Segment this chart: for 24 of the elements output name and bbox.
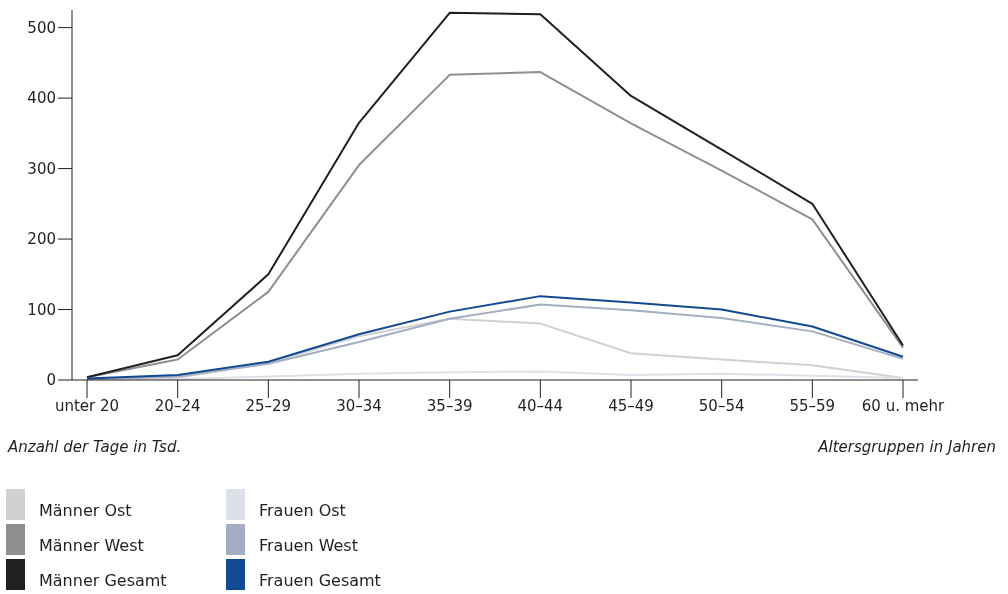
- x-tick-label: 45–49: [608, 396, 654, 415]
- x-tick-label: 20–24: [154, 396, 201, 415]
- x-tick-label: unter 20: [54, 396, 120, 415]
- x-tick-label: 30–34: [336, 396, 382, 415]
- x-axis-title: Altersgruppen in Jahren: [818, 438, 996, 456]
- x-tick-label: 35–39: [426, 396, 473, 415]
- y-tick-label: 400: [27, 89, 56, 108]
- x-tick-label: 60 u. mehr: [861, 396, 946, 415]
- y-tick-label: 300: [27, 159, 56, 178]
- y-tick-label: 200: [27, 230, 56, 249]
- x-tick-label: 40–44: [517, 396, 564, 415]
- legend-label: Frauen West: [259, 536, 358, 555]
- legend-label: Männer Ost: [39, 501, 132, 520]
- x-tick-label: 50–54: [698, 396, 745, 415]
- legend-label: Frauen Gesamt: [259, 571, 381, 590]
- y-tick-label: 500: [27, 18, 56, 37]
- x-tick-label: 55–59: [789, 396, 836, 415]
- y-tick-label: 0: [46, 371, 56, 390]
- legend-label: Männer Gesamt: [39, 571, 167, 590]
- y-tick-label: 100: [27, 300, 56, 319]
- y-axis-title: Anzahl der Tage in Tsd.: [8, 438, 182, 456]
- legend-label: Männer West: [39, 536, 144, 555]
- x-tick-label: 25–29: [245, 396, 292, 415]
- legend-label: Frauen Ost: [259, 501, 346, 520]
